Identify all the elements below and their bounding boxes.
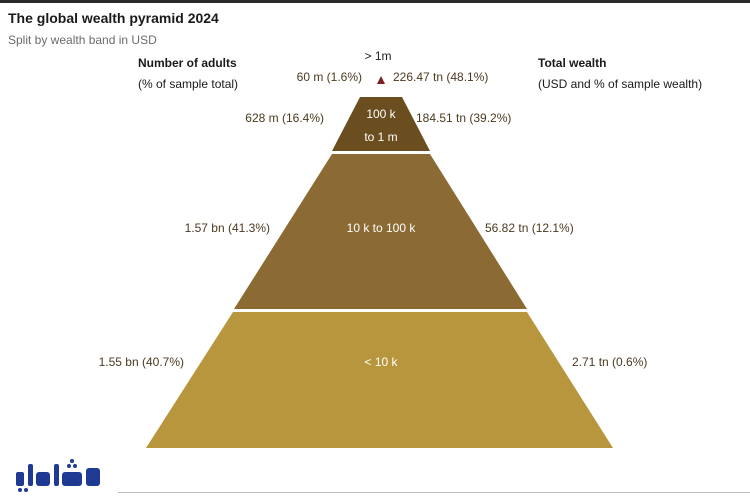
wealth-column-subtitle: (USD and % of sample wealth) xyxy=(538,77,703,91)
adults-column-header: Number of adults (% of sample total) xyxy=(138,56,238,91)
chart-title: The global wealth pyramid 2024 xyxy=(8,10,219,26)
tier-10k-100k-shape xyxy=(234,154,527,309)
top-rule xyxy=(0,0,750,3)
chart-subtitle: Split by wealth band in USD xyxy=(8,33,157,47)
adults-label-under-10k: 1.55 bn (40.7%) xyxy=(99,355,184,369)
bottom-divider xyxy=(118,492,750,493)
band-label-under-10k: < 10 k xyxy=(364,355,398,369)
wealth-label-10k-100k: 56.82 tn (12.1%) xyxy=(485,221,574,235)
band-label-100k-line1: 100 k xyxy=(366,107,396,121)
wealth-label-100k-1m: 184.51 tn (39.2%) xyxy=(416,111,511,125)
tier-over-1m-shape xyxy=(377,76,385,84)
adults-label-10k-100k: 1.57 bn (41.3%) xyxy=(185,221,270,235)
tier-100k-1m-shape xyxy=(332,97,430,151)
band-label-100k-line2: to 1 m xyxy=(364,130,397,144)
adults-column-title: Number of adults xyxy=(138,56,237,70)
adults-label-over-1m: 60 m (1.6%) xyxy=(297,70,362,84)
band-label-over-1m: > 1m xyxy=(364,49,391,63)
adults-label-100k-1m: 628 m (16.4%) xyxy=(245,111,324,125)
padash-logo-icon xyxy=(16,459,100,492)
tier-under-10k-shape xyxy=(146,312,613,448)
wealth-column-header: Total wealth (USD and % of sample wealth… xyxy=(538,56,702,91)
band-label-10k-100k: 10 k to 100 k xyxy=(347,221,417,235)
adults-column-subtitle: (% of sample total) xyxy=(138,77,239,91)
wealth-label-under-10k: 2.71 tn (0.6%) xyxy=(572,355,647,369)
wealth-column-title: Total wealth xyxy=(538,56,607,70)
wealth-label-over-1m: 226.47 tn (48.1%) xyxy=(393,70,488,84)
